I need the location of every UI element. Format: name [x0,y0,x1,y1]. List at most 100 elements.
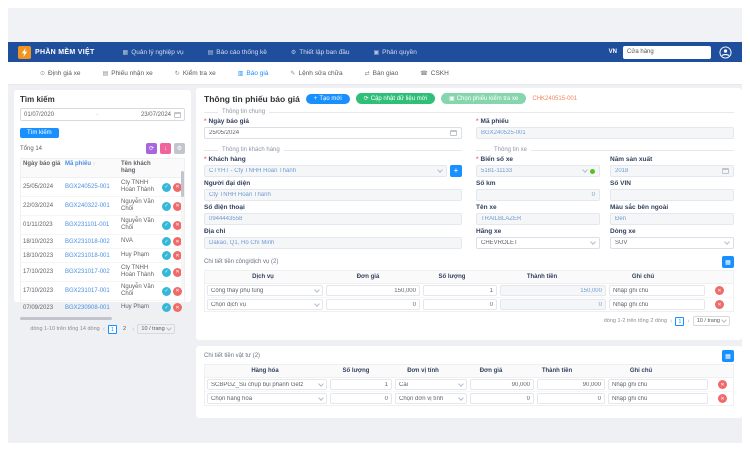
row-code[interactable]: BGX240525-001 [65,184,110,190]
tab-ban-giao[interactable]: ⇄ Bàn giao [365,70,399,77]
select-row-button[interactable]: ✓ [162,182,171,192]
table-row[interactable]: 17/10/2023 BGX231017-002 Cty TNHH Hoàn T… [21,263,184,282]
tab-dinh-gia-xe[interactable]: ⊙ Định giá xe [40,70,81,77]
model-select[interactable]: SUV [610,237,734,249]
delete-material-button[interactable]: ✕ [718,380,727,389]
row-code[interactable]: BGX231018-001 [65,252,110,259]
customer-select[interactable]: CTYHT - Cty TNHH Hoàn Thành [204,165,447,177]
material-unit-select[interactable]: Chọn đơn vị tính [395,393,467,404]
add-customer-button[interactable]: + [450,165,462,177]
page-size-select[interactable]: 10 / trang [692,316,730,326]
row-code[interactable]: BGX231101-001 [65,222,110,228]
row-code[interactable]: BGX231017-001 [65,288,110,294]
update-data-button[interactable]: ⟳ Cập nhật dữ liệu mới [355,93,435,104]
delete-row-button[interactable]: ✕ [173,237,182,246]
language-label[interactable]: VN [608,49,617,55]
user-avatar[interactable] [719,45,732,59]
store-search-input[interactable]: Cửa hàng [623,45,711,59]
settings-button[interactable]: ⚙ [174,143,185,154]
page-2-button[interactable]: 2 [123,325,127,332]
table-row[interactable]: 18/10/2023 BGX231018-002 NVA ✓ ✕ [21,235,184,249]
next-page-button[interactable]: › [132,325,135,333]
table-row[interactable]: 17/10/2023 BGX231017-001 Nguyễn Văn Chối… [21,282,184,301]
page-size-select[interactable]: 10 / trang [137,324,175,334]
vertical-scrollbar[interactable] [181,171,184,289]
select-row-button[interactable]: ✓ [162,237,171,246]
select-row-button[interactable]: ✓ [162,286,171,296]
search-button[interactable]: Tìm kiếm [20,128,59,138]
service-select[interactable]: Công thay phụ tùng [207,285,323,296]
service-price-input[interactable]: 150,000 [326,285,420,296]
material-select[interactable]: SCBPGZ_Su chụp bụi phanh Getz [207,379,327,390]
horizontal-scrollbar[interactable] [20,317,185,320]
tab-label: Báo giá [246,69,269,77]
date-range-input[interactable]: 01/07/2020 - 23/07/2024 [20,108,185,121]
plate-select[interactable]: 5181-11133 [476,165,600,177]
prev-page-button[interactable]: ‹ [102,325,106,333]
select-row-button[interactable]: ✓ [162,267,171,277]
page-1-button[interactable]: 1 [108,324,118,334]
next-page-button[interactable]: › [687,317,690,325]
material-select[interactable]: Chọn hàng hóa [207,393,327,404]
color-value: Đen [615,216,627,222]
create-new-button[interactable]: + Tạo mới [305,93,350,104]
delete-material-button[interactable]: ✕ [718,394,727,403]
row-code[interactable]: BGX230908-001 [65,304,110,311]
tab-phieu-nhan-xe[interactable]: ▤ Phiếu nhận xe [103,70,153,77]
delete-row-button[interactable]: ✕ [173,286,182,296]
material-price-input[interactable]: 0 [470,393,534,404]
table-row[interactable]: 18/10/2023 BGX231018-001 Huy Phạm ✓ ✕ [21,249,184,263]
quote-date-input[interactable]: 25/05/2024 [204,127,462,139]
service-price-input[interactable]: 0 [326,299,420,310]
col-item: Hàng hóa [251,368,279,374]
delete-service-button[interactable]: ✕ [715,286,724,295]
delete-row-button[interactable]: ✕ [173,220,182,230]
row-code[interactable]: BGX231018-002 [65,238,110,245]
tab-bao-gia[interactable]: ▥ Báo giá [238,70,269,77]
select-row-button[interactable]: ✓ [162,251,171,260]
service-note-input[interactable]: Nhập ghi chú [609,285,705,296]
nav-item-setup[interactable]: ⚙ Thiết lập ban đầu [291,49,350,56]
row-code[interactable]: BGX240322-001 [65,203,110,209]
service-qty-input[interactable]: 1 [423,285,497,296]
refresh-button[interactable]: ⟳ [146,143,157,154]
row-code[interactable]: BGX231017-002 [65,269,110,275]
table-row[interactable]: 25/05/2024 BGX240525-001 Cty TNHH Hoàn T… [21,178,184,197]
service-qty-input[interactable]: 0 [423,299,497,310]
delete-row-button[interactable]: ✕ [173,267,182,277]
nav-item-reports[interactable]: ▤ Báo cáo thống kê [208,49,267,56]
prev-page-button[interactable]: ‹ [670,317,673,325]
brand-select[interactable]: CHEVROLET [476,237,600,249]
material-price-input[interactable]: 90,000 [470,379,534,390]
chevron-down-icon [724,239,730,245]
delete-row-button[interactable]: ✕ [173,182,182,192]
tab-kiem-tra-xe[interactable]: ↻ Kiểm tra xe [175,70,216,77]
service-select[interactable]: Chọn dịch vụ [207,299,323,310]
material-qty-input[interactable]: 0 [330,393,392,404]
nav-item-business[interactable]: ▦ Quản lý nghiệp vụ [123,49,184,56]
service-note-input[interactable]: Nhập ghi chú [609,299,705,310]
material-qty-input[interactable]: 1 [330,379,392,390]
delete-row-button[interactable]: ✕ [173,251,182,260]
add-material-button[interactable]: ▦ [722,350,734,362]
tab-lenh-sua-chua[interactable]: ✎ Lệnh sửa chữa [290,70,342,77]
sort-icon[interactable]: ↕ [92,161,96,167]
add-service-button[interactable]: ▦ [722,256,734,268]
table-row[interactable]: 07/09/2023 BGX230908-001 Huy Phạm ✓ ✕ [21,301,184,314]
table-row[interactable]: 01/11/2023 BGX231101-001 Nguyễn Văn Chối… [21,216,184,235]
select-row-button[interactable]: ✓ [162,201,171,211]
material-note-input[interactable]: Nhập ghi chú [608,379,708,390]
delete-row-button[interactable]: ✕ [173,303,182,312]
material-note-input[interactable]: Nhập ghi chú [608,393,708,404]
page-1-button[interactable]: 1 [675,316,685,326]
nav-item-permissions[interactable]: ▣ Phân quyền [374,49,417,56]
pick-check-sheet-button[interactable]: ▣ Chọn phiếu kiểm tra xe [441,93,527,104]
tab-cskh[interactable]: ☎ CSKH [420,70,449,77]
select-row-button[interactable]: ✓ [162,303,171,312]
material-unit-select[interactable]: Cái [395,379,467,390]
delete-service-button[interactable]: ✕ [715,300,724,309]
delete-row-button[interactable]: ✕ [173,201,182,211]
export-button[interactable]: ↓ [160,143,171,154]
table-row[interactable]: 22/03/2024 BGX240322-001 Nguyễn Văn Chối… [21,197,184,216]
select-row-button[interactable]: ✓ [162,220,171,230]
